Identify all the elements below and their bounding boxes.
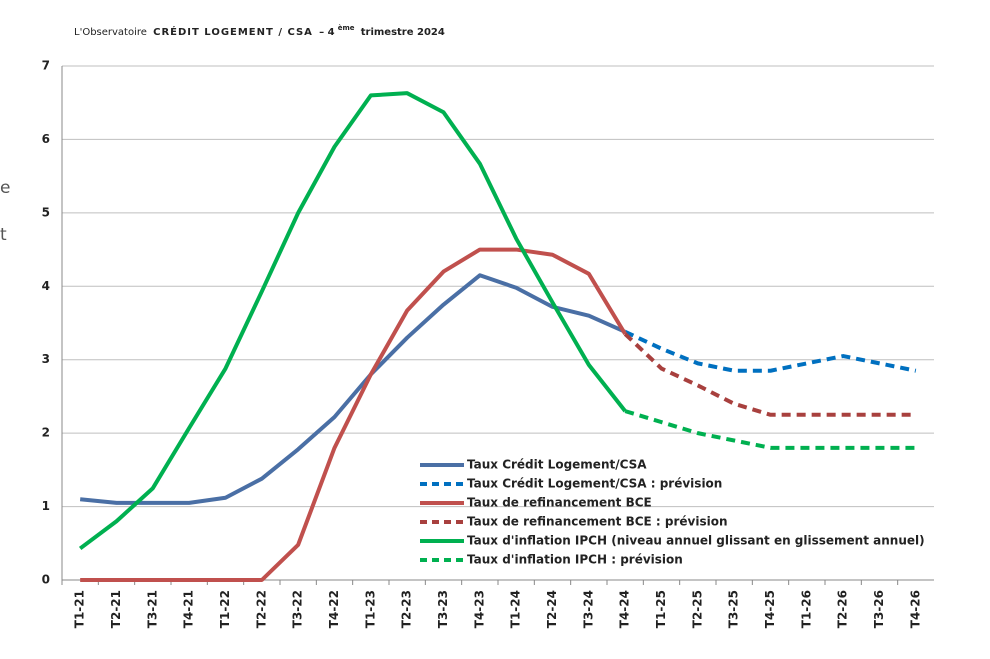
y-tick-label: 5 xyxy=(42,205,50,219)
y-tick-label: 2 xyxy=(42,426,50,440)
x-tick-label: T1-24 xyxy=(509,590,523,628)
chart-title: L'Observatoire CRÉDIT LOGEMENT / CSA – 4… xyxy=(74,23,445,38)
x-tick-label: T3-24 xyxy=(581,590,595,628)
series-line xyxy=(624,329,917,373)
x-tick-label: T2-24 xyxy=(545,590,559,628)
legend-label: Taux Crédit Logement/CSA xyxy=(467,458,647,472)
title-part: – 4 xyxy=(319,27,334,38)
x-tick-label: T1-25 xyxy=(654,590,668,628)
x-tick-label: T3-26 xyxy=(872,590,886,628)
x-tick-label: T1-22 xyxy=(218,590,232,628)
x-tick-label: T3-25 xyxy=(727,590,741,628)
title-part: ème xyxy=(338,24,355,32)
legend-label: Taux de refinancement BCE : prévision xyxy=(467,515,728,529)
x-tick-label: T3-23 xyxy=(436,590,450,628)
x-tick-label: T2-23 xyxy=(400,590,414,628)
x-tick-label: T4-23 xyxy=(472,590,486,628)
series-line xyxy=(79,273,626,505)
x-tick-label: T4-26 xyxy=(908,590,922,628)
title-part: CRÉDIT LOGEMENT / CSA xyxy=(153,25,313,38)
x-tick-label: T3-22 xyxy=(291,590,305,628)
x-tick-label: T2-22 xyxy=(254,590,268,628)
series-line xyxy=(80,247,627,582)
y-tick-label: 3 xyxy=(42,352,50,366)
x-tick-label: T4-25 xyxy=(763,590,777,628)
legend-label: Taux d'inflation IPCH (niveau annuel gli… xyxy=(467,534,925,548)
x-tick-label: T4-21 xyxy=(182,590,196,628)
y-tick-label: 6 xyxy=(42,132,50,146)
title-part: trimestre 2024 xyxy=(361,27,445,38)
side-fragment: e xyxy=(0,178,10,198)
side-fragment: t xyxy=(0,225,7,245)
y-tick-label: 7 xyxy=(42,59,50,73)
x-tick-label: T2-25 xyxy=(690,590,704,628)
x-tick-label: T2-21 xyxy=(109,590,123,628)
x-tick-label: T1-23 xyxy=(363,590,377,628)
title-part: L'Observatoire xyxy=(74,27,147,38)
x-tick-label: T4-24 xyxy=(618,590,632,628)
y-tick-label: 4 xyxy=(42,279,50,293)
x-tick-label: T2-26 xyxy=(836,590,850,628)
legend-label: Taux d'inflation IPCH : prévision xyxy=(467,553,683,567)
y-tick-label: 0 xyxy=(42,573,50,587)
series-line xyxy=(624,409,916,450)
x-tick-label: T3-21 xyxy=(145,590,159,628)
legend-label: Taux de refinancement BCE xyxy=(467,496,652,510)
legend-label: Taux Crédit Logement/CSA : prévision xyxy=(467,477,722,491)
y-tick-label: 1 xyxy=(42,499,50,513)
series-line xyxy=(623,332,916,417)
x-tick-label: T4-22 xyxy=(327,590,341,628)
x-tick-label: T1-21 xyxy=(73,590,87,628)
x-tick-label: T1-26 xyxy=(799,590,813,628)
series-line xyxy=(78,91,627,551)
